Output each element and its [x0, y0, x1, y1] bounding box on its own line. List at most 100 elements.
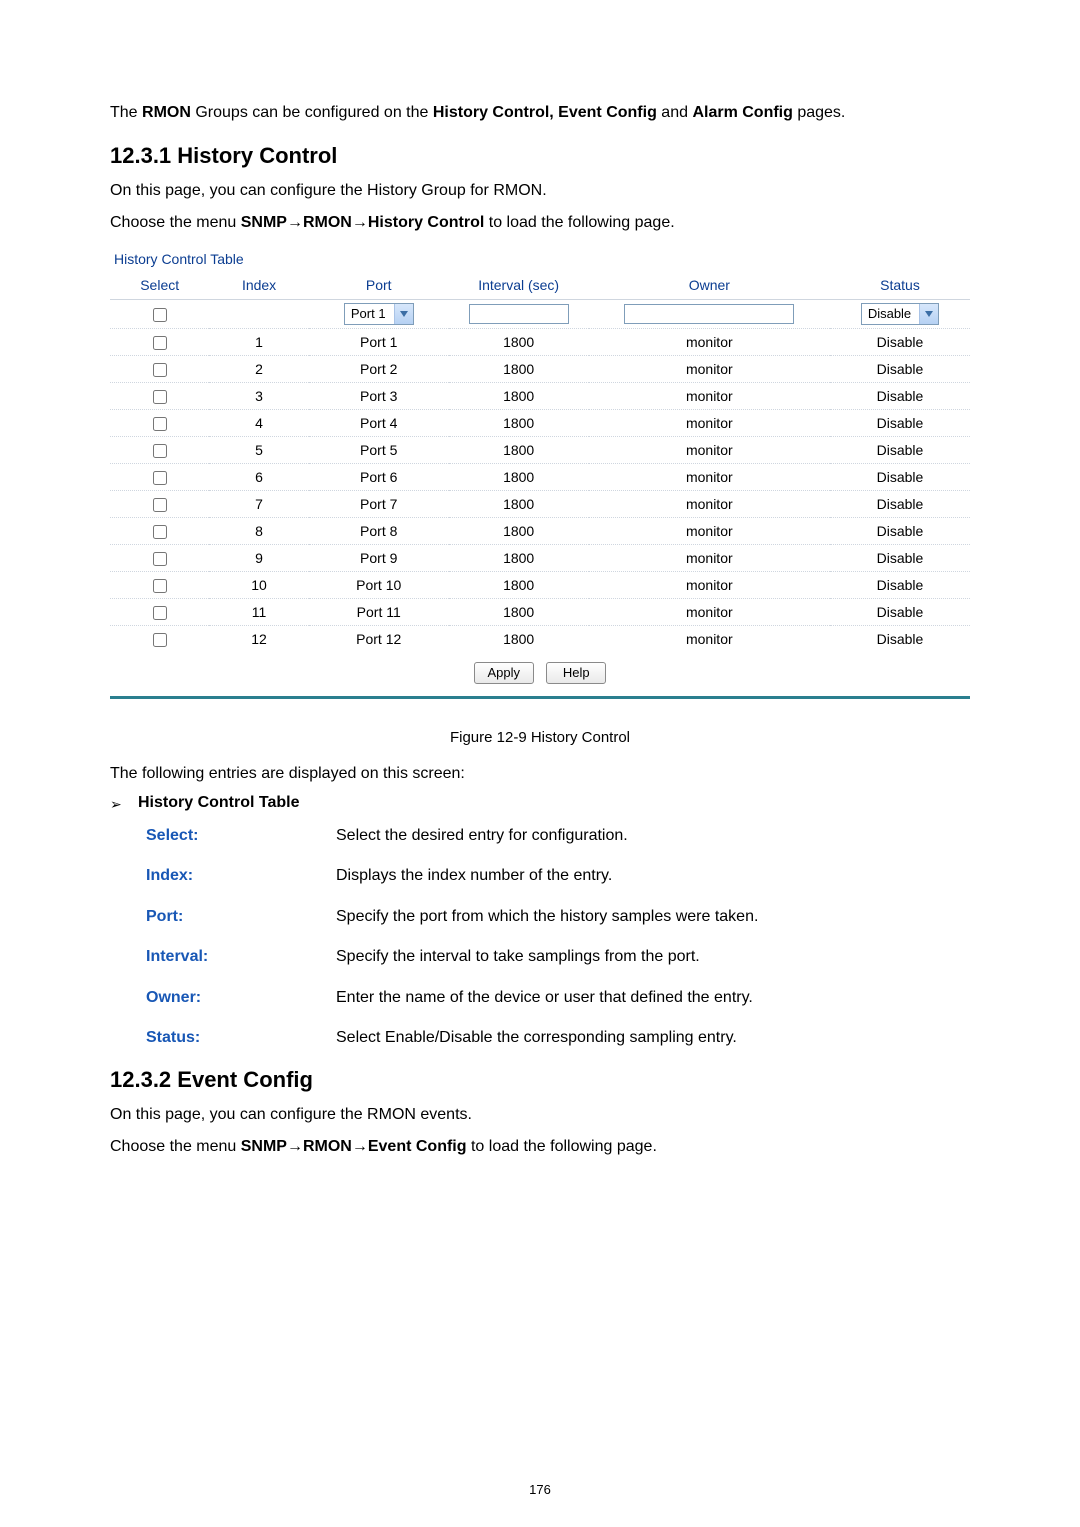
- cell-interval: 1800: [449, 545, 589, 572]
- cell-interval: 1800: [449, 329, 589, 356]
- definition-term: Port:: [146, 906, 336, 928]
- interval-input[interactable]: [469, 304, 569, 324]
- intro-text: pages.: [793, 104, 845, 121]
- definition-row: Owner:Enter the name of the device or us…: [146, 987, 970, 1009]
- table-row: 3Port 31800monitorDisable: [110, 383, 970, 410]
- entries-intro-line: The following entries are displayed on t…: [110, 762, 970, 786]
- defs-heading: History Control Table: [138, 794, 300, 812]
- cell-interval: 1800: [449, 518, 589, 545]
- table-filter-row: Port 1 Disable: [110, 300, 970, 329]
- chevron-down-icon: [394, 304, 413, 324]
- table-row: 6Port 61800monitorDisable: [110, 464, 970, 491]
- cell-index: 10: [209, 572, 308, 599]
- row-select-checkbox[interactable]: [153, 471, 167, 485]
- defs-heading-line: ➢ History Control Table: [110, 794, 970, 813]
- table-row: 9Port 91800monitorDisable: [110, 545, 970, 572]
- definition-row: Port:Specify the port from which the his…: [146, 906, 970, 928]
- select-all-checkbox[interactable]: [153, 308, 167, 322]
- menu-text: Choose the menu: [110, 1138, 241, 1155]
- cell-port: Port 12: [309, 626, 449, 653]
- table-row: 12Port 121800monitorDisable: [110, 626, 970, 653]
- section-heading-event-config: 12.3.2 Event Config: [110, 1067, 970, 1093]
- chevron-down-icon: [919, 304, 938, 324]
- apply-button[interactable]: Apply: [474, 662, 534, 684]
- cell-interval: 1800: [449, 626, 589, 653]
- intro-bold-rmon: RMON: [142, 104, 191, 121]
- port-select-value: Port 1: [345, 304, 394, 324]
- definition-term: Index:: [146, 865, 336, 887]
- cell-port: Port 1: [309, 329, 449, 356]
- table-row: 4Port 41800monitorDisable: [110, 410, 970, 437]
- definition-row: Interval:Specify the interval to take sa…: [146, 946, 970, 968]
- cell-owner: monitor: [589, 626, 830, 653]
- row-select-checkbox[interactable]: [153, 363, 167, 377]
- cell-status: Disable: [830, 356, 970, 383]
- table-row: 2Port 21800monitorDisable: [110, 356, 970, 383]
- cell-port: Port 7: [309, 491, 449, 518]
- row-select-checkbox[interactable]: [153, 336, 167, 350]
- cell-owner: monitor: [589, 383, 830, 410]
- status-select[interactable]: Disable: [861, 303, 939, 325]
- cell-status: Disable: [830, 437, 970, 464]
- cell-port: Port 2: [309, 356, 449, 383]
- menu-text: to load the following page.: [467, 1138, 657, 1155]
- row-select-checkbox[interactable]: [153, 390, 167, 404]
- cell-status: Disable: [830, 572, 970, 599]
- row-select-checkbox[interactable]: [153, 498, 167, 512]
- table-header-row: Select Index Port Interval (sec) Owner S…: [110, 271, 970, 300]
- row-select-checkbox[interactable]: [153, 633, 167, 647]
- cell-index: 6: [209, 464, 308, 491]
- help-button[interactable]: Help: [546, 662, 606, 684]
- cell-interval: 1800: [449, 491, 589, 518]
- definition-desc: Specify the interval to take samplings f…: [336, 946, 970, 968]
- cell-interval: 1800: [449, 356, 589, 383]
- row-select-checkbox[interactable]: [153, 444, 167, 458]
- cell-port: Port 4: [309, 410, 449, 437]
- th-index: Index: [209, 271, 308, 300]
- row-select-checkbox[interactable]: [153, 552, 167, 566]
- cell-status: Disable: [830, 410, 970, 437]
- cell-index: 11: [209, 599, 308, 626]
- th-port: Port: [309, 271, 449, 300]
- intro-text: and: [657, 104, 693, 121]
- menu-path-bold: SNMP→RMON→Event Config: [241, 1138, 467, 1155]
- port-select[interactable]: Port 1: [344, 303, 414, 325]
- definition-term: Status:: [146, 1027, 336, 1049]
- th-select: Select: [110, 271, 209, 300]
- row-select-checkbox[interactable]: [153, 579, 167, 593]
- page-number: 176: [0, 1482, 1080, 1497]
- cell-port: Port 9: [309, 545, 449, 572]
- cell-owner: monitor: [589, 599, 830, 626]
- definition-desc: Displays the index number of the entry.: [336, 865, 970, 887]
- cell-port: Port 11: [309, 599, 449, 626]
- table-title: History Control Table: [110, 245, 970, 271]
- table-button-row: Apply Help: [110, 652, 970, 690]
- table-row: 1Port 11800monitorDisable: [110, 329, 970, 356]
- cell-index: 9: [209, 545, 308, 572]
- cell-status: Disable: [830, 464, 970, 491]
- row-select-checkbox[interactable]: [153, 417, 167, 431]
- cell-owner: monitor: [589, 491, 830, 518]
- history-menu-line: Choose the menu SNMP→RMON→History Contro…: [110, 211, 970, 235]
- cell-status: Disable: [830, 491, 970, 518]
- cell-status: Disable: [830, 518, 970, 545]
- cell-interval: 1800: [449, 437, 589, 464]
- row-select-checkbox[interactable]: [153, 606, 167, 620]
- menu-path-bold: SNMP→RMON→History Control: [241, 214, 485, 231]
- row-select-checkbox[interactable]: [153, 525, 167, 539]
- cell-interval: 1800: [449, 383, 589, 410]
- cell-port: Port 3: [309, 383, 449, 410]
- th-status: Status: [830, 271, 970, 300]
- cell-index: 1: [209, 329, 308, 356]
- owner-input[interactable]: [624, 304, 794, 324]
- event-menu-line: Choose the menu SNMP→RMON→Event Config t…: [110, 1135, 970, 1159]
- cell-index: 12: [209, 626, 308, 653]
- intro-bold-pages1: History Control, Event Config: [433, 104, 657, 121]
- cell-owner: monitor: [589, 410, 830, 437]
- definition-row: Status:Select Enable/Disable the corresp…: [146, 1027, 970, 1049]
- cell-interval: 1800: [449, 464, 589, 491]
- cell-port: Port 8: [309, 518, 449, 545]
- cell-status: Disable: [830, 383, 970, 410]
- intro-bold-pages2: Alarm Config: [692, 104, 792, 121]
- cell-index: 8: [209, 518, 308, 545]
